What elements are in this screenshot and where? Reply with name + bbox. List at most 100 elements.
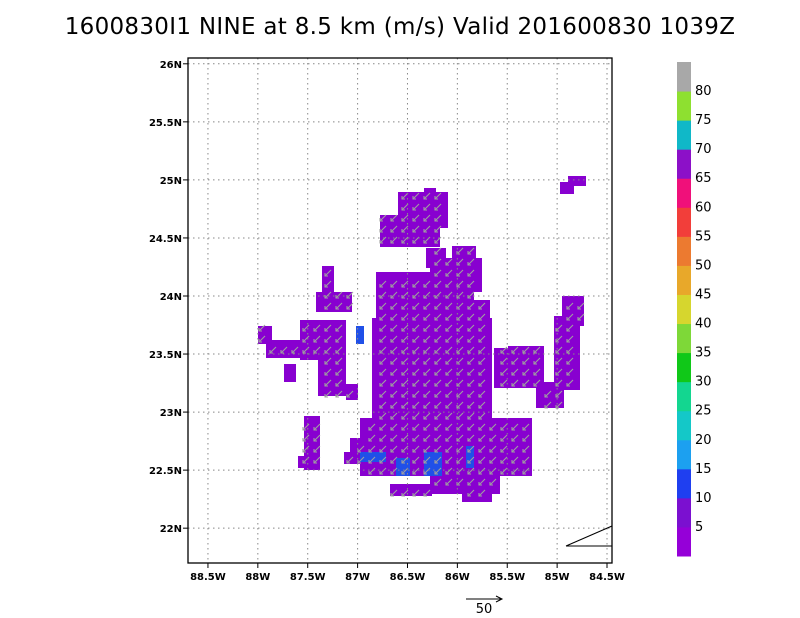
wind-vector: [390, 467, 398, 475]
wind-vector: [412, 346, 420, 354]
wind-vector: [335, 335, 343, 343]
wind-vector: [566, 313, 574, 321]
wind-vector: [390, 346, 398, 354]
wind-vector: [500, 445, 508, 453]
wind-vector: [445, 456, 453, 464]
wind-vector: [423, 434, 431, 442]
wind-vector: [412, 445, 420, 453]
wind-speed-cell: [462, 488, 492, 502]
wind-vector: [489, 434, 497, 442]
colorbar-label: 40: [695, 317, 712, 332]
wind-vector: [379, 390, 387, 398]
wind-vector: [467, 456, 475, 464]
wind-vector: [412, 302, 420, 310]
low-speed-cell: [360, 452, 386, 462]
wind-vector: [423, 489, 431, 497]
wind-vector: [566, 335, 574, 343]
wind-vector: [555, 324, 563, 332]
wind-vector: [390, 236, 398, 244]
wind-vector: [522, 423, 530, 431]
wind-vector: [434, 357, 442, 365]
wind-vector: [401, 379, 409, 387]
wind-vector: [489, 478, 497, 486]
wind-vector: [555, 335, 563, 343]
colorbar-swatch: [677, 410, 691, 441]
wind-vector: [522, 445, 530, 453]
wind-vector: [324, 379, 332, 387]
wind-vector: [423, 357, 431, 365]
colorbar-label: 65: [695, 171, 712, 186]
wind-vector: [434, 456, 442, 464]
wind-vector: [478, 390, 486, 398]
wind-vector: [445, 324, 453, 332]
wind-vector: [489, 456, 497, 464]
wind-vector: [533, 379, 541, 387]
wind-vector: [401, 489, 409, 497]
wind-vector: [434, 258, 442, 266]
wind-vector: [467, 269, 475, 277]
colorbar-swatch: [677, 265, 691, 295]
wind-vector: [445, 313, 453, 321]
wind-vector: [511, 434, 519, 442]
wind-vectors: [258, 192, 585, 497]
wind-vector: [379, 456, 387, 464]
wind-vector: [412, 379, 420, 387]
wind-vector: [434, 434, 442, 442]
wind-vector: [313, 335, 321, 343]
wind-vector: [434, 467, 442, 475]
wind-vector: [478, 379, 486, 387]
wind-vector: [434, 280, 442, 288]
wind-vector: [401, 313, 409, 321]
wind-vector: [379, 214, 387, 222]
wind-vector: [566, 357, 574, 365]
wind-vector: [467, 467, 475, 475]
wind-vector: [379, 445, 387, 453]
coastline-line: [565, 525, 613, 547]
wind-vector: [390, 357, 398, 365]
wind-vector: [566, 302, 574, 310]
wind-vector: [434, 423, 442, 431]
colorbar-swatch: [677, 497, 691, 528]
latitude-label: 22N: [160, 524, 182, 535]
wind-vector: [379, 368, 387, 376]
wind-vector: [533, 368, 541, 376]
wind-vector: [324, 346, 332, 354]
wind-vector: [302, 445, 310, 453]
wind-vector: [302, 324, 310, 332]
wind-vector: [324, 368, 332, 376]
wind-vector: [478, 467, 486, 475]
colorbar-label: 20: [695, 433, 712, 448]
wind-vector: [522, 434, 530, 442]
wind-speed-cell: [568, 176, 586, 186]
colorbar-label: 80: [695, 84, 712, 99]
wind-vector: [335, 357, 343, 365]
wind-vector: [478, 302, 486, 310]
wind-vector: [390, 390, 398, 398]
wind-vector: [302, 335, 310, 343]
wind-vector: [522, 346, 530, 354]
wind-vector: [434, 214, 442, 222]
colorbar-swatch: [677, 62, 691, 92]
low-speed-cell: [396, 458, 410, 476]
wind-vector: [401, 390, 409, 398]
wind-vector: [467, 368, 475, 376]
wind-vector: [511, 423, 519, 431]
longitude-label: 87W: [345, 572, 370, 583]
wind-vector: [544, 390, 552, 398]
wind-vector: [511, 357, 519, 365]
latitude-label: 26N: [160, 60, 182, 71]
wind-vector: [577, 313, 585, 321]
wind-vector: [280, 346, 288, 354]
wind-vector: [434, 203, 442, 211]
wind-vector: [566, 368, 574, 376]
wind-vector: [335, 368, 343, 376]
wind-vector: [467, 390, 475, 398]
wind-vector: [478, 434, 486, 442]
low-speed-cell: [466, 446, 474, 468]
wind-vector: [379, 302, 387, 310]
wind-vector: [390, 280, 398, 288]
wind-vector: [478, 478, 486, 486]
wind-vector: [445, 434, 453, 442]
wind-vector: [390, 434, 398, 442]
wind-vector: [412, 368, 420, 376]
